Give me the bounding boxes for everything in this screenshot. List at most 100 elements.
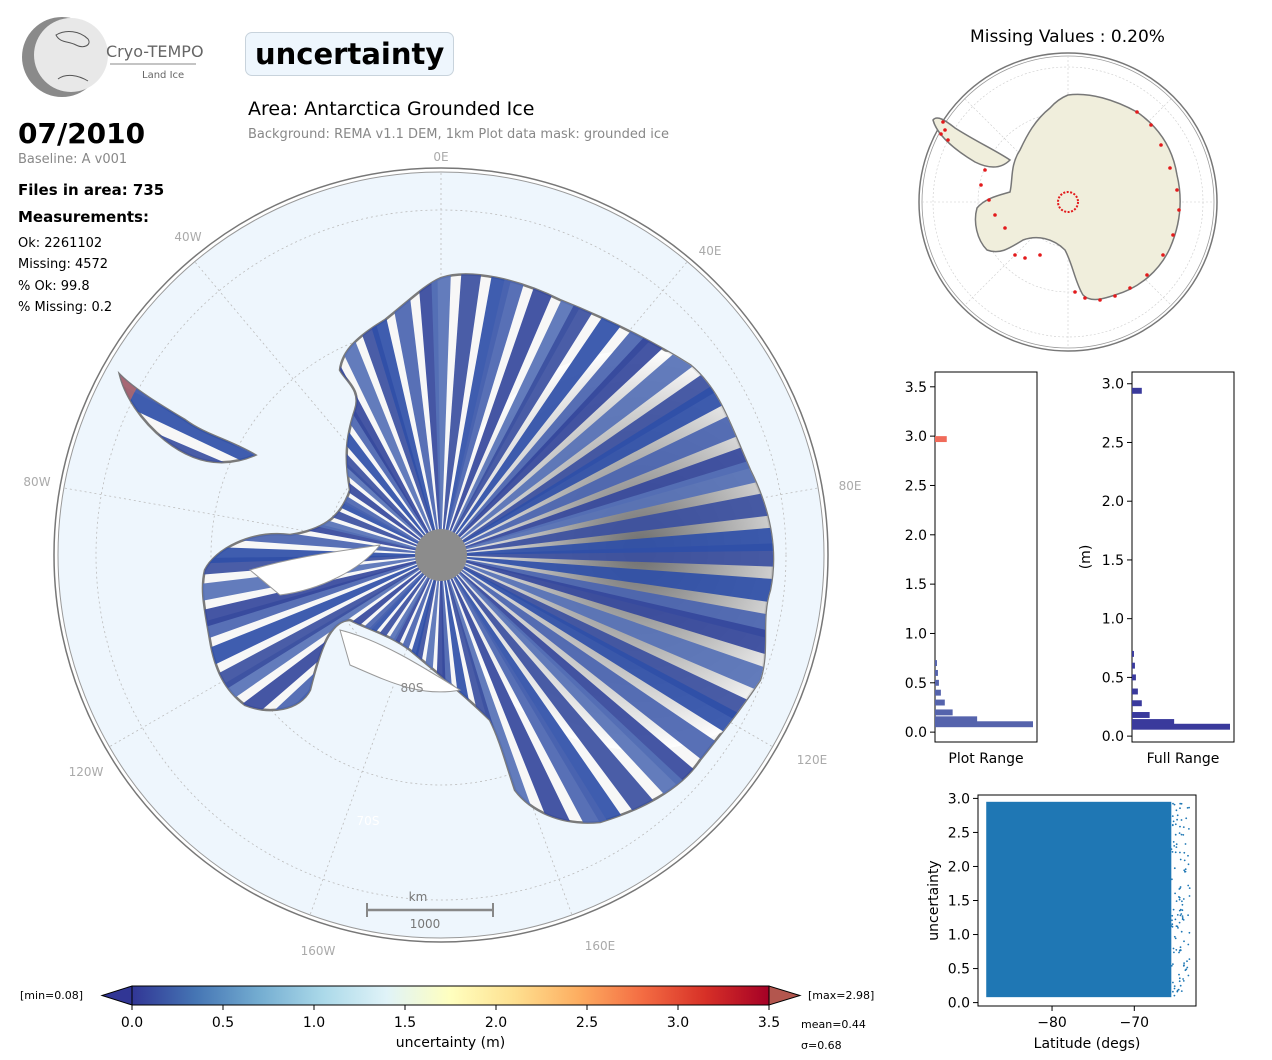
- scatter-point: [1173, 994, 1176, 997]
- hist-ytick-label: 0.5: [905, 676, 927, 692]
- hist-ytick-label: 1.0: [1102, 612, 1124, 628]
- missing-value-points: [939, 110, 1181, 302]
- scatter-point: [1183, 962, 1185, 964]
- mini-landmass: [932, 93, 1181, 301]
- colorbar-label: uncertainty (m): [396, 1035, 505, 1051]
- scatter-point: [1178, 977, 1181, 980]
- missing-point: [1168, 166, 1172, 170]
- scatter-point: [1173, 935, 1176, 938]
- hist-bar: [1132, 662, 1135, 669]
- scatter-point: [1188, 895, 1191, 897]
- scatter-point: [1183, 851, 1186, 854]
- track-swath: [441, 483, 774, 555]
- scatter-point: [1173, 867, 1176, 870]
- scatter-point: [1171, 851, 1174, 853]
- track-swath: [441, 555, 774, 705]
- colorbar-tick-label: 3.0: [667, 1015, 689, 1031]
- scatter-point: [1178, 980, 1181, 983]
- scatter-ytick-label: 2.5: [948, 825, 970, 841]
- track-swath: [441, 274, 707, 555]
- hist-bar: [1132, 688, 1138, 695]
- scatter-point: [1174, 851, 1177, 854]
- hist-ytick-label: 0.0: [1102, 729, 1124, 745]
- scatter-ytick-label: 1.0: [948, 928, 970, 944]
- scatter-point: [1173, 803, 1176, 806]
- logo-contour-2: [57, 74, 89, 82]
- scatter-point: [1185, 968, 1188, 971]
- colorbar-max-extend: [768, 985, 802, 1006]
- track-swath: [441, 338, 768, 555]
- track-swath: [427, 274, 455, 555]
- scatter-point: [1183, 859, 1186, 862]
- scale-unit: km: [409, 890, 428, 904]
- scatter-point: [1173, 951, 1175, 954]
- logo-inner-disc: [34, 18, 108, 92]
- scatter-point: [1185, 817, 1188, 820]
- hist-bar: [935, 669, 938, 676]
- hist-bar: [1132, 712, 1150, 718]
- colorbar-tick-label: 2.0: [485, 1015, 507, 1031]
- missing-point: [1171, 233, 1175, 237]
- background-note: Background: REMA v1.1 DEM, 1km Plot data…: [248, 127, 669, 142]
- track-swath: [441, 555, 570, 823]
- baseline-label: Baseline: A v001: [18, 152, 128, 167]
- scatter-point: [1180, 990, 1183, 992]
- scatter-point: [1188, 828, 1190, 830]
- cryo-tempo-logo: Cryo-TEMPO Land Ice: [22, 17, 203, 97]
- scatter-point: [1174, 833, 1177, 836]
- scatter-xtick-label: −70: [1120, 1015, 1150, 1031]
- lon-label-160w: 160W: [301, 944, 336, 958]
- lon-label-80w: 80W: [23, 475, 50, 489]
- track-swath: [441, 555, 774, 757]
- scatter-point: [1181, 909, 1184, 912]
- hist-bar: [935, 709, 953, 716]
- missing-point: [1145, 273, 1149, 277]
- missing-point: [987, 198, 991, 202]
- scatter-point: [1179, 908, 1182, 911]
- scatter-ylabel: uncertainty: [926, 860, 942, 940]
- scatter-point: [1172, 841, 1175, 843]
- scatter-point: [1174, 937, 1177, 940]
- lon-label-40w: 40W: [174, 230, 201, 244]
- scatter-point: [1186, 807, 1189, 809]
- lon-label-120e: 120E: [797, 753, 828, 767]
- scatter-point: [1172, 820, 1175, 823]
- missing-point: [1013, 253, 1017, 257]
- logo-text: Cryo-TEMPO: [106, 42, 203, 61]
- scatter-point: [1179, 825, 1181, 828]
- lon-label-80e: 80E: [839, 479, 862, 493]
- hist-ytick-label: 3.0: [1102, 377, 1124, 393]
- scatter-point: [1178, 951, 1180, 954]
- track-swath: [441, 555, 774, 667]
- scatter-point: [1179, 984, 1182, 987]
- track-swath: [441, 555, 643, 823]
- scatter-point: [1182, 898, 1185, 900]
- scatter-point: [1179, 914, 1182, 917]
- missing-count: Missing: 4572: [18, 257, 109, 272]
- scatter-point: [1174, 823, 1177, 826]
- scatter-point: [1184, 870, 1186, 873]
- scatter-point: [1176, 814, 1179, 817]
- hist-ytick-label: 2.5: [1102, 435, 1124, 451]
- scatter-point: [1175, 900, 1178, 902]
- hist-frame: [934, 371, 1038, 743]
- scatter-point: [1179, 886, 1182, 888]
- hist-bar: [1132, 650, 1134, 657]
- scatter-point: [1178, 898, 1181, 901]
- hist-ytick-label: 2.0: [1102, 494, 1124, 510]
- missing-point: [1135, 110, 1139, 114]
- scatter-point: [1178, 973, 1180, 976]
- missing-point: [943, 128, 947, 132]
- hist-ytick-label: 2.5: [905, 478, 927, 494]
- scatter-point: [1181, 900, 1183, 903]
- scatter-point: [1180, 930, 1183, 933]
- scatter-point: [1182, 834, 1185, 836]
- scatter-point: [1175, 843, 1178, 846]
- lon-label-40e: 40E: [699, 244, 722, 258]
- lat-label-70s: 70S: [357, 814, 380, 828]
- scatter-point: [1172, 990, 1174, 993]
- logo-subtext: Land Ice: [142, 70, 184, 81]
- period-date: 07/2010: [18, 117, 146, 150]
- scatter-point: [1171, 925, 1174, 928]
- colorbar-min-label: [min=0.08]: [20, 989, 83, 1002]
